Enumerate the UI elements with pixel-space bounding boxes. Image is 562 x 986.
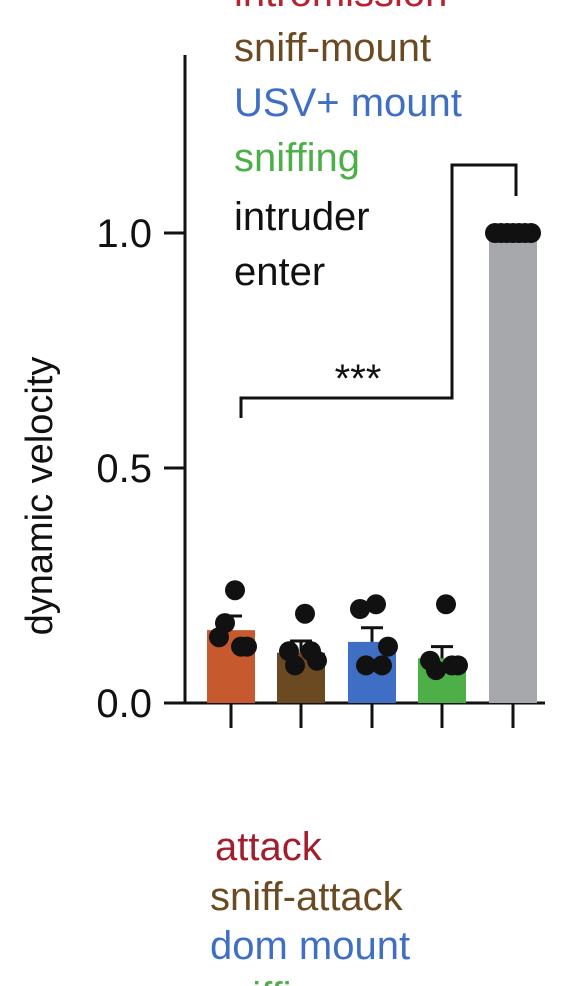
bars: [207, 233, 537, 703]
data-point: [225, 580, 245, 601]
data-point: [295, 603, 315, 624]
top-legend-item: USV+ mount: [234, 81, 462, 125]
data-point: [372, 655, 392, 676]
y-tick-label: 1.0: [96, 212, 152, 256]
x-ticks: [229, 703, 515, 728]
bar-intruder-enter: [489, 233, 537, 703]
top-legend: intromission sniff-mount USV+ mount sniffin…: [234, 0, 462, 294]
bottom-legend-item: dom mount: [210, 924, 410, 968]
y-axis-label: dynamic velocity: [19, 357, 61, 636]
data-point: [436, 594, 456, 615]
y-tick-label: 0.0: [96, 682, 152, 726]
top-legend-item: sniff-mount: [234, 26, 431, 70]
data-point: [356, 655, 376, 676]
significance-label: ***: [335, 357, 382, 401]
data-point: [366, 594, 386, 615]
top-legend-item: sniffing: [234, 136, 360, 180]
data-point: [350, 599, 370, 619]
data-point: [521, 223, 541, 243]
bottom-legend: attack sniff-attack dom mount sniffing: [210, 825, 410, 986]
bottom-legend-item: attack: [215, 825, 323, 869]
significance-bracket: ***: [239, 163, 518, 418]
y-ticks: 0.0 0.5 1.0: [96, 212, 185, 726]
significance-bracket-lower: [239, 396, 454, 418]
data-point: [378, 636, 398, 657]
data-points: [209, 223, 541, 681]
top-legend-item: enter: [234, 250, 325, 294]
bottom-legend-item: sniff-attack: [210, 875, 404, 919]
top-legend-item: intromission: [234, 0, 447, 15]
data-point: [301, 641, 321, 662]
data-point: [285, 655, 305, 676]
data-point: [215, 613, 235, 634]
bottom-legend-item: sniffing: [210, 975, 336, 986]
top-legend-item: intruder: [234, 195, 370, 239]
significance-bracket-upper: [450, 163, 518, 396]
data-point: [426, 660, 446, 681]
data-point: [442, 655, 462, 676]
data-point: [231, 636, 251, 657]
y-tick-label: 0.5: [96, 447, 152, 491]
